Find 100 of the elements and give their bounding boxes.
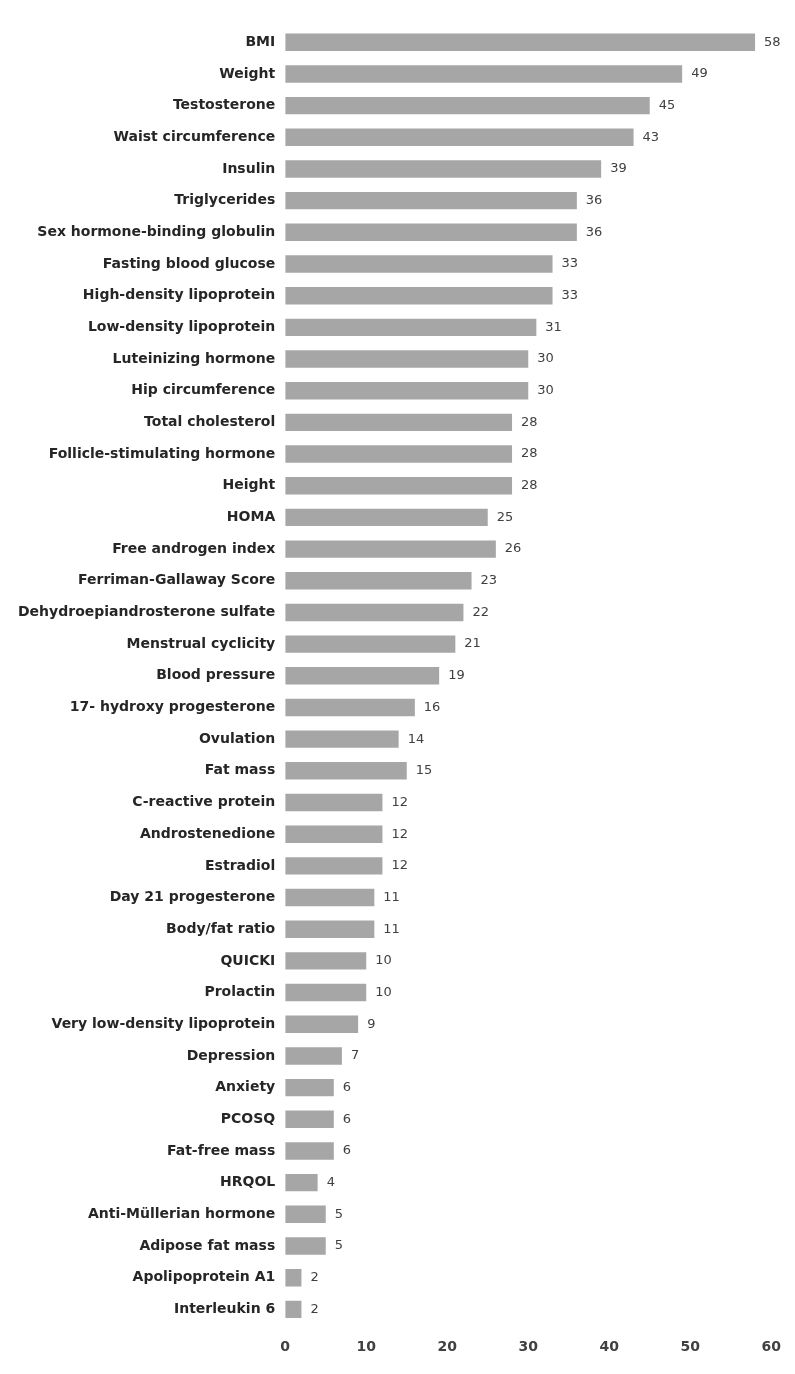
y-tick-label: Anti-Müllerian hormone: [87, 1204, 276, 1221]
data-label: 30: [537, 382, 554, 398]
y-tick-label: Fasting blood glucose: [102, 254, 276, 271]
bar: [285, 381, 529, 400]
data-label: 6: [342, 1142, 352, 1158]
data-label: 15: [415, 762, 433, 778]
y-tick-label: Blood pressure: [156, 666, 276, 683]
bar: [285, 698, 415, 717]
data-label: 36: [585, 223, 603, 239]
data-label: 12: [391, 857, 408, 873]
bar: [285, 1173, 318, 1192]
bar: [285, 286, 553, 305]
y-tick-label: Menstrual cyclicity: [126, 634, 276, 651]
y-tick-label: Prolactin: [204, 983, 276, 1000]
bar: [285, 413, 513, 432]
bar: [285, 667, 440, 685]
bar: [285, 1110, 334, 1128]
bar: [285, 572, 472, 590]
y-tick-label: Interleukin 6: [174, 1300, 276, 1316]
data-label: 31: [545, 318, 562, 334]
y-tick-label: PCOSQ: [220, 1109, 276, 1126]
data-label: 9: [367, 1015, 376, 1031]
y-tick-label: Fat-free mass: [166, 1141, 276, 1158]
x-tick-label: 10: [356, 1338, 377, 1355]
data-label: 19: [448, 667, 465, 683]
data-label: 30: [537, 350, 554, 366]
bar: [285, 96, 650, 115]
bar: [285, 983, 367, 1002]
bar: [285, 1268, 302, 1287]
y-tick-label: BMI: [245, 32, 276, 49]
y-tick-label: QUICKI: [220, 951, 276, 968]
data-label: 23: [480, 572, 498, 588]
data-label: 39: [610, 160, 627, 176]
data-label: 28: [521, 477, 538, 493]
y-tick-label: Follicle-stimulating hormone: [48, 444, 276, 461]
bar: [285, 1237, 326, 1255]
bar: [285, 762, 407, 780]
bar: [285, 857, 383, 875]
data-label: 11: [383, 888, 400, 904]
data-label: 14: [407, 730, 425, 746]
data-label: 22: [472, 603, 489, 619]
bar: [285, 128, 634, 146]
bar: [285, 888, 375, 907]
bar: [285, 920, 375, 938]
x-tick-label: 30: [518, 1338, 539, 1355]
bar: [285, 191, 577, 210]
data-label: 4: [326, 1174, 335, 1190]
data-label: 28: [521, 413, 538, 429]
data-label: 11: [383, 920, 400, 936]
data-label: 12: [391, 793, 408, 809]
y-tick-label: Day 21 progesterone: [109, 888, 276, 905]
y-tick-label: Hip circumference: [131, 381, 276, 398]
bar: [285, 160, 602, 178]
data-label: 5: [334, 1237, 344, 1253]
data-label: 36: [585, 192, 603, 207]
bar: [285, 477, 513, 495]
data-label: 28: [521, 445, 538, 461]
bar: [285, 1300, 302, 1319]
y-tick-label: 17- hydroxy progesterone: [69, 698, 276, 715]
data-label: 45: [658, 96, 676, 112]
y-tick-label: Anxiety: [215, 1078, 276, 1095]
bar: [285, 255, 553, 273]
y-tick-label: Apolipoprotein A1: [132, 1268, 276, 1285]
x-tick-label: 40: [599, 1338, 620, 1355]
bar: [285, 952, 367, 970]
bar: [285, 1015, 359, 1033]
y-tick-label: Androstenedione: [140, 824, 276, 841]
data-label: 7: [350, 1047, 360, 1063]
bar: [285, 793, 383, 812]
y-tick-label: Free androgen index: [112, 539, 276, 556]
bar: [285, 540, 496, 558]
bar: [285, 445, 513, 463]
data-label: 12: [391, 825, 408, 841]
data-label: 43: [642, 128, 660, 144]
bar: [285, 825, 383, 843]
x-tick-label: 50: [680, 1338, 701, 1355]
y-tick-label: Dehydroepiandrosterone sulfate: [18, 603, 276, 620]
data-label: 10: [375, 952, 392, 968]
y-tick-label: Body/fat ratio: [166, 919, 276, 936]
bar: [285, 603, 464, 622]
data-label: 6: [342, 1078, 352, 1094]
data-label: 33: [561, 255, 579, 271]
data-label: 6: [342, 1110, 352, 1126]
bar: [285, 1047, 342, 1065]
y-tick-label: Weight: [219, 64, 276, 81]
y-tick-label: Ovulation: [198, 729, 276, 746]
data-label: 33: [561, 287, 579, 303]
x-tick-label: 0: [280, 1338, 291, 1355]
bar: [285, 65, 683, 83]
y-tick-label: Total cholesterol: [144, 413, 276, 430]
y-tick-label: Sex hormone-binding globulin: [37, 222, 276, 239]
y-tick-label: Very low-density lipoprotein: [51, 1014, 276, 1031]
y-tick-label: Testosterone: [172, 96, 276, 113]
data-label: 2: [310, 1300, 319, 1316]
y-tick-label: HOMA: [226, 508, 276, 525]
y-tick-label: Insulin: [222, 159, 276, 176]
data-label: 49: [691, 65, 708, 81]
x-tick-label: 20: [437, 1338, 458, 1355]
data-label: 26: [504, 540, 522, 556]
y-tick-label: Low-density lipoprotein: [87, 317, 276, 334]
